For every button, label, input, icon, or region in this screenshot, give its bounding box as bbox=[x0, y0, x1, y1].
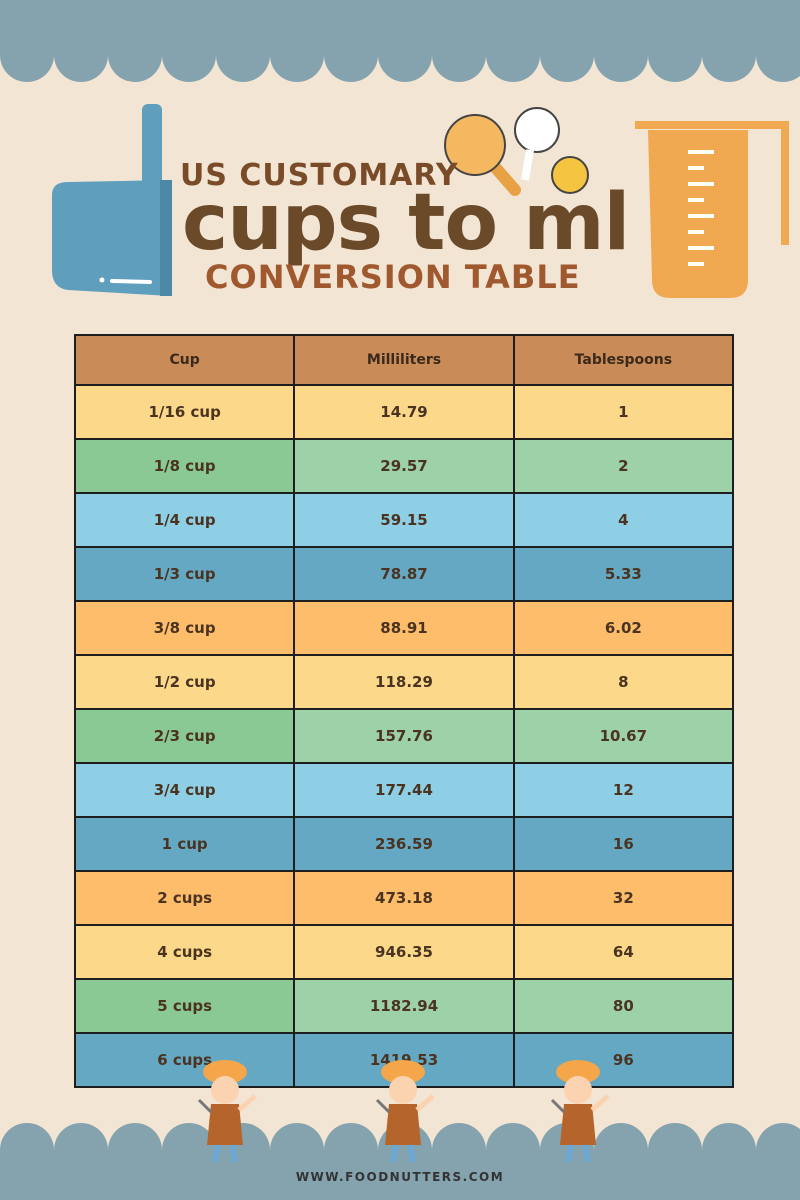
scallop bbox=[432, 28, 486, 82]
table-cell: 1419.53 bbox=[293, 1032, 515, 1088]
column-header: Milliliters bbox=[293, 334, 515, 386]
table-cell: 177.44 bbox=[293, 762, 515, 818]
table-cell: 80 bbox=[512, 978, 735, 1034]
table-row: 6 cups 1419.53 96 bbox=[73, 1032, 735, 1088]
table-cell: 64 bbox=[512, 924, 735, 980]
table-cell: 4 bbox=[512, 492, 735, 548]
table-cell: 5.33 bbox=[512, 546, 735, 602]
table-row: 3/4 cup 177.44 12 bbox=[73, 762, 735, 818]
table-cell: 10.67 bbox=[512, 708, 735, 764]
table-cell: 29.57 bbox=[293, 438, 515, 494]
table-row: 1/3 cup 78.87 5.33 bbox=[73, 546, 735, 602]
table-cell: 78.87 bbox=[293, 546, 515, 602]
scallop bbox=[216, 28, 270, 82]
scallop bbox=[702, 28, 756, 82]
table-cell: 1/2 cup bbox=[73, 654, 296, 710]
table-cell: 16 bbox=[512, 816, 735, 872]
table-cell: 1/16 cup bbox=[73, 384, 296, 440]
table-row: 3/8 cup 88.91 6.02 bbox=[73, 600, 735, 656]
table-cell: 12 bbox=[512, 762, 735, 818]
table-cell: 118.29 bbox=[293, 654, 515, 710]
table-cell: 88.91 bbox=[293, 600, 515, 656]
table-cell: 1 cup bbox=[73, 816, 296, 872]
table-cell: 946.35 bbox=[293, 924, 515, 980]
table-cell: 6 cups bbox=[73, 1032, 296, 1088]
table-row: 2 cups 473.18 32 bbox=[73, 870, 735, 926]
table-row: 4 cups 946.35 64 bbox=[73, 924, 735, 980]
table-cell: 8 bbox=[512, 654, 735, 710]
table-cell: 1/8 cup bbox=[73, 438, 296, 494]
table-row: 1/2 cup 118.29 8 bbox=[73, 654, 735, 710]
table-row: 1 cup 236.59 16 bbox=[73, 816, 735, 872]
scallop bbox=[378, 28, 432, 82]
table-row: 2/3 cup 157.76 10.67 bbox=[73, 708, 735, 764]
scallop bbox=[324, 28, 378, 82]
column-header: Tablespoons bbox=[512, 334, 735, 386]
scallop bbox=[108, 28, 162, 82]
table-cell: 1182.94 bbox=[293, 978, 515, 1034]
scallop bbox=[486, 28, 540, 82]
scallop bbox=[270, 28, 324, 82]
table-cell: 473.18 bbox=[293, 870, 515, 926]
table-cell: 3/8 cup bbox=[73, 600, 296, 656]
table-row: 1/8 cup 29.57 2 bbox=[73, 438, 735, 494]
table-cell: 236.59 bbox=[293, 816, 515, 872]
subtitle: CONVERSION TABLE bbox=[205, 258, 581, 296]
table-cell: 1/3 cup bbox=[73, 546, 296, 602]
scallop bbox=[594, 28, 648, 82]
table-cell: 59.15 bbox=[293, 492, 515, 548]
scallop bbox=[540, 28, 594, 82]
title: cups to ml bbox=[182, 178, 630, 268]
table-cell: 2 cups bbox=[73, 870, 296, 926]
table-cell: 2/3 cup bbox=[73, 708, 296, 764]
table-row: 1/4 cup 59.15 4 bbox=[73, 492, 735, 548]
kicker: US CUSTOMARY bbox=[180, 158, 459, 193]
scallop bbox=[0, 28, 54, 82]
conversion-table: Cup Milliliters Tablespoons 1/16 cup 14.79 1 1… bbox=[73, 334, 735, 1088]
table-row: 1/16 cup 14.79 1 bbox=[73, 384, 735, 440]
scallop bbox=[54, 28, 108, 82]
scallop bbox=[756, 28, 800, 82]
table-cell: 2 bbox=[512, 438, 735, 494]
table-cell: 5 cups bbox=[73, 978, 296, 1034]
table-cell: 3/4 cup bbox=[73, 762, 296, 818]
footer-url: WWW.FOODNUTTERS.COM bbox=[295, 1170, 505, 1184]
table-cell: 6.02 bbox=[512, 600, 735, 656]
scallop bbox=[648, 28, 702, 82]
scallop bbox=[162, 28, 216, 82]
table-row: 5 cups 1182.94 80 bbox=[73, 978, 735, 1034]
table-cell: 157.76 bbox=[293, 708, 515, 764]
table-cell: 4 cups bbox=[73, 924, 296, 980]
table-cell: 1 bbox=[512, 384, 735, 440]
table-cell: 96 bbox=[512, 1032, 735, 1088]
table-cell: 1/4 cup bbox=[73, 492, 296, 548]
table-cell: 14.79 bbox=[293, 384, 515, 440]
column-header: Cup bbox=[73, 334, 296, 386]
table-cell: 32 bbox=[512, 870, 735, 926]
